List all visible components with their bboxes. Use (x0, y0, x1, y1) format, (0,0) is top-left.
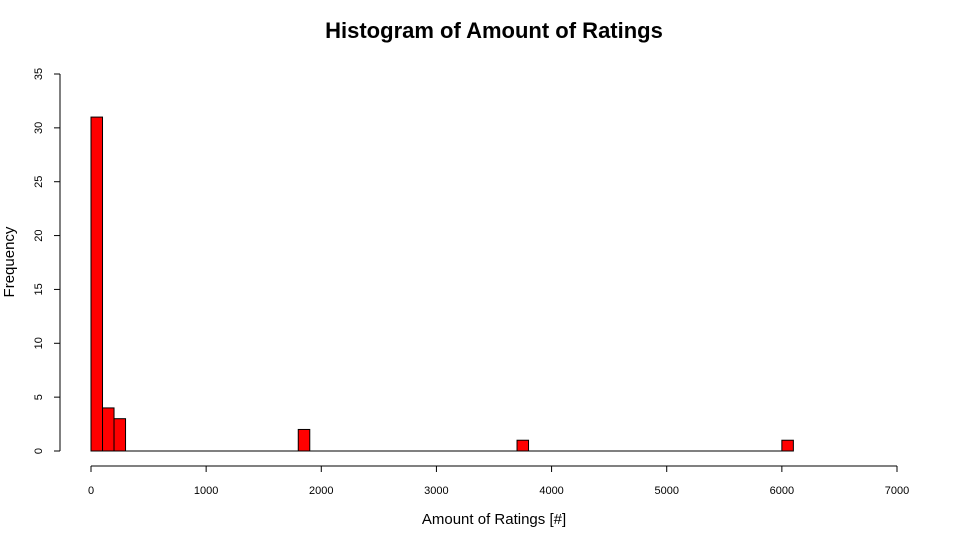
y-tick-label: 30 (33, 122, 45, 134)
x-tick-label: 4000 (539, 485, 563, 497)
y-axis-label: Frequency (1, 226, 18, 297)
y-tick-label: 20 (33, 229, 45, 241)
x-tick-label: 5000 (654, 485, 678, 497)
x-tick-label: 7000 (885, 485, 909, 497)
bars-group (90, 116, 794, 452)
x-tick-label: 0 (88, 485, 94, 497)
y-tick-label: 5 (33, 394, 45, 400)
y-tick-label: 0 (33, 448, 45, 454)
x-tick-label: 3000 (424, 485, 448, 497)
y-tick-label: 35 (33, 68, 45, 80)
x-tick-label: 6000 (770, 485, 794, 497)
y-axis: 0 5 10 15 20 25 30 35 (33, 68, 61, 454)
histogram-bar (297, 428, 311, 452)
histogram-bar (113, 418, 127, 452)
histogram-bar (90, 116, 104, 452)
x-tick-label: 2000 (309, 485, 333, 497)
x-tick-label: 1000 (194, 485, 218, 497)
y-tick-label: 25 (33, 176, 45, 188)
histogram-bar (781, 439, 794, 452)
histogram-bar (516, 439, 530, 452)
x-axis-label: Amount of Ratings [#] (422, 511, 566, 528)
chart-title: Histogram of Amount of Ratings (325, 18, 663, 43)
x-axis: 0 1000 2000 3000 4000 5000 6000 7000 (88, 465, 909, 497)
y-tick-label: 15 (33, 283, 45, 295)
histogram-bar (102, 407, 115, 452)
y-tick-label: 10 (33, 337, 45, 349)
